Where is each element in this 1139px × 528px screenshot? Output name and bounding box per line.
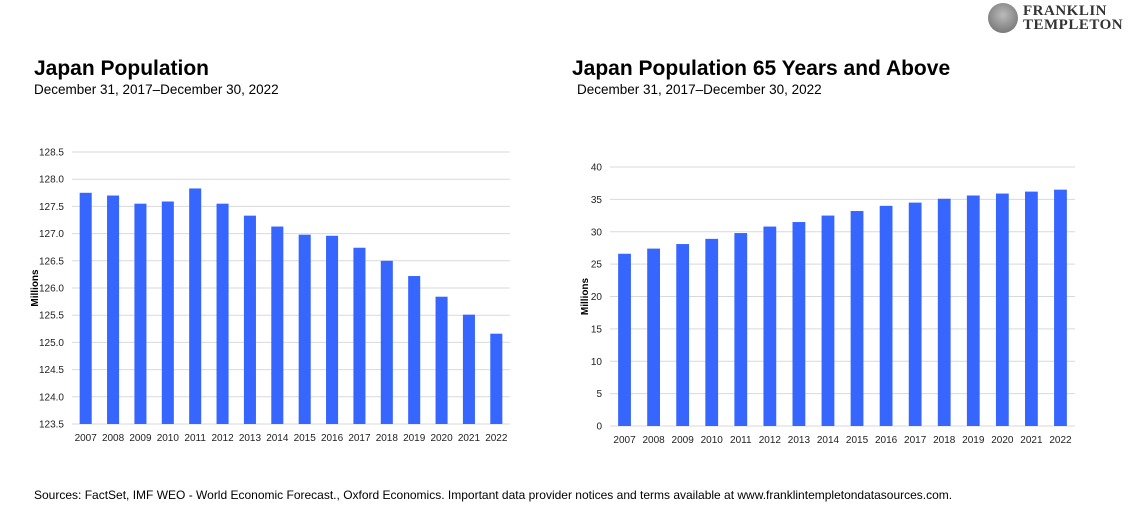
x-tick-label: 2020 [430,433,453,444]
bar-2015 [298,234,311,424]
y-tick-label: 15 [591,324,603,335]
bar-2012 [763,226,777,426]
bar-2007 [618,253,631,426]
x-tick-label: 2013 [239,433,262,444]
bar-2020 [435,296,448,424]
x-tick-label: 2021 [1020,435,1043,446]
bar-2009 [134,203,147,424]
x-tick-label: 2016 [321,433,344,444]
logo-line2: TEMPLETON [1023,17,1124,33]
bar-2017 [908,202,922,426]
bar-2021 [1025,191,1038,426]
y-tick-label: 10 [591,357,603,368]
x-tick-label: 2010 [157,433,180,444]
x-tick-label: 2012 [759,435,782,446]
chart2-title: Japan Population 65 Years and Above [572,57,951,80]
x-tick-label: 2007 [75,433,98,444]
portrait-icon [988,3,1018,33]
y-tick-label: 126.0 [39,284,64,295]
y-tick-label: 127.5 [39,202,64,213]
x-tick-label: 2016 [875,435,898,446]
bar-2018 [380,260,393,424]
bar-2021 [462,314,475,424]
y-tick-label: 25 [591,260,603,271]
bar-2014 [821,215,835,426]
y-tick-label: 125.5 [39,311,64,322]
x-tick-label: 2009 [672,435,695,446]
franklin-templeton-logo: FRANKLIN TEMPLETON [988,3,1123,33]
x-tick-label: 2018 [376,433,399,444]
x-tick-label: 2011 [730,435,752,446]
bar-2017 [353,247,366,424]
bar-2009 [676,244,690,426]
x-tick-label: 2008 [642,435,665,446]
bar-2012 [216,203,229,424]
x-tick-label: 2014 [817,435,840,446]
chart1-title: Japan Population [34,57,210,80]
bar-2011 [734,233,748,426]
bar-2015 [850,211,864,426]
bar-2013 [243,215,256,424]
y-tick-label: 127.0 [39,229,64,240]
y-tick-label: 128.0 [39,175,64,186]
y-tick-label: 125.0 [39,338,64,349]
bar-2010 [705,238,719,426]
bar-2008 [107,195,120,424]
x-tick-label: 2017 [348,433,371,444]
bar-2019 [408,276,421,424]
x-tick-label: 2009 [129,433,152,444]
bar-2008 [647,248,660,426]
x-tick-label: 2015 [294,433,317,444]
bar-2011 [189,188,202,424]
bar-2020 [995,193,1009,426]
x-tick-label: 2021 [458,433,481,444]
x-tick-label: 2008 [102,433,125,444]
x-tick-label: 2012 [211,433,234,444]
x-tick-label: 2013 [788,435,811,446]
bar-2022 [490,333,503,424]
bar-2018 [937,198,951,426]
chart2-subtitle: December 31, 2017–December 30, 2022 [577,82,822,97]
x-tick-label: 2015 [846,435,869,446]
x-tick-label: 2014 [266,433,289,444]
bar-2010 [161,201,174,424]
bar-2016 [879,205,893,426]
bar-2022 [1054,189,1067,426]
x-tick-label: 2020 [991,435,1014,446]
bar-2016 [326,235,339,424]
y-tick-label: 0 [596,422,602,433]
y-tick-label: 40 [591,163,603,174]
y-tick-label: 5 [596,389,602,400]
y-axis-label: Millions [30,269,41,307]
x-tick-label: 2022 [1049,435,1072,446]
source-note: Sources: FactSet, IMF WEO - World Econom… [34,488,953,502]
x-tick-label: 2019 [962,435,985,446]
x-tick-label: 2018 [933,435,956,446]
bar-2013 [792,222,806,426]
x-tick-label: 2017 [904,435,927,446]
y-tick-label: 20 [591,292,603,303]
y-tick-label: 126.5 [39,256,64,267]
bar-2014 [271,226,284,424]
x-tick-label: 2011 [184,433,206,444]
x-tick-label: 2007 [613,435,636,446]
y-tick-label: 35 [591,195,603,206]
x-tick-label: 2010 [701,435,724,446]
y-tick-label: 30 [591,227,603,238]
y-tick-label: 124.5 [39,365,64,376]
bar-2007 [79,192,92,424]
bar-2019 [966,195,980,426]
x-tick-label: 2022 [485,433,508,444]
logo-line1: FRANKLIN [1023,3,1108,19]
x-tick-label: 2019 [403,433,426,444]
y-tick-label: 123.5 [39,420,64,431]
y-tick-label: 128.5 [39,148,64,159]
y-axis-label: Millions [580,277,591,315]
chart1-subtitle: December 31, 2017–December 30, 2022 [34,82,279,97]
y-tick-label: 124.0 [39,392,64,403]
